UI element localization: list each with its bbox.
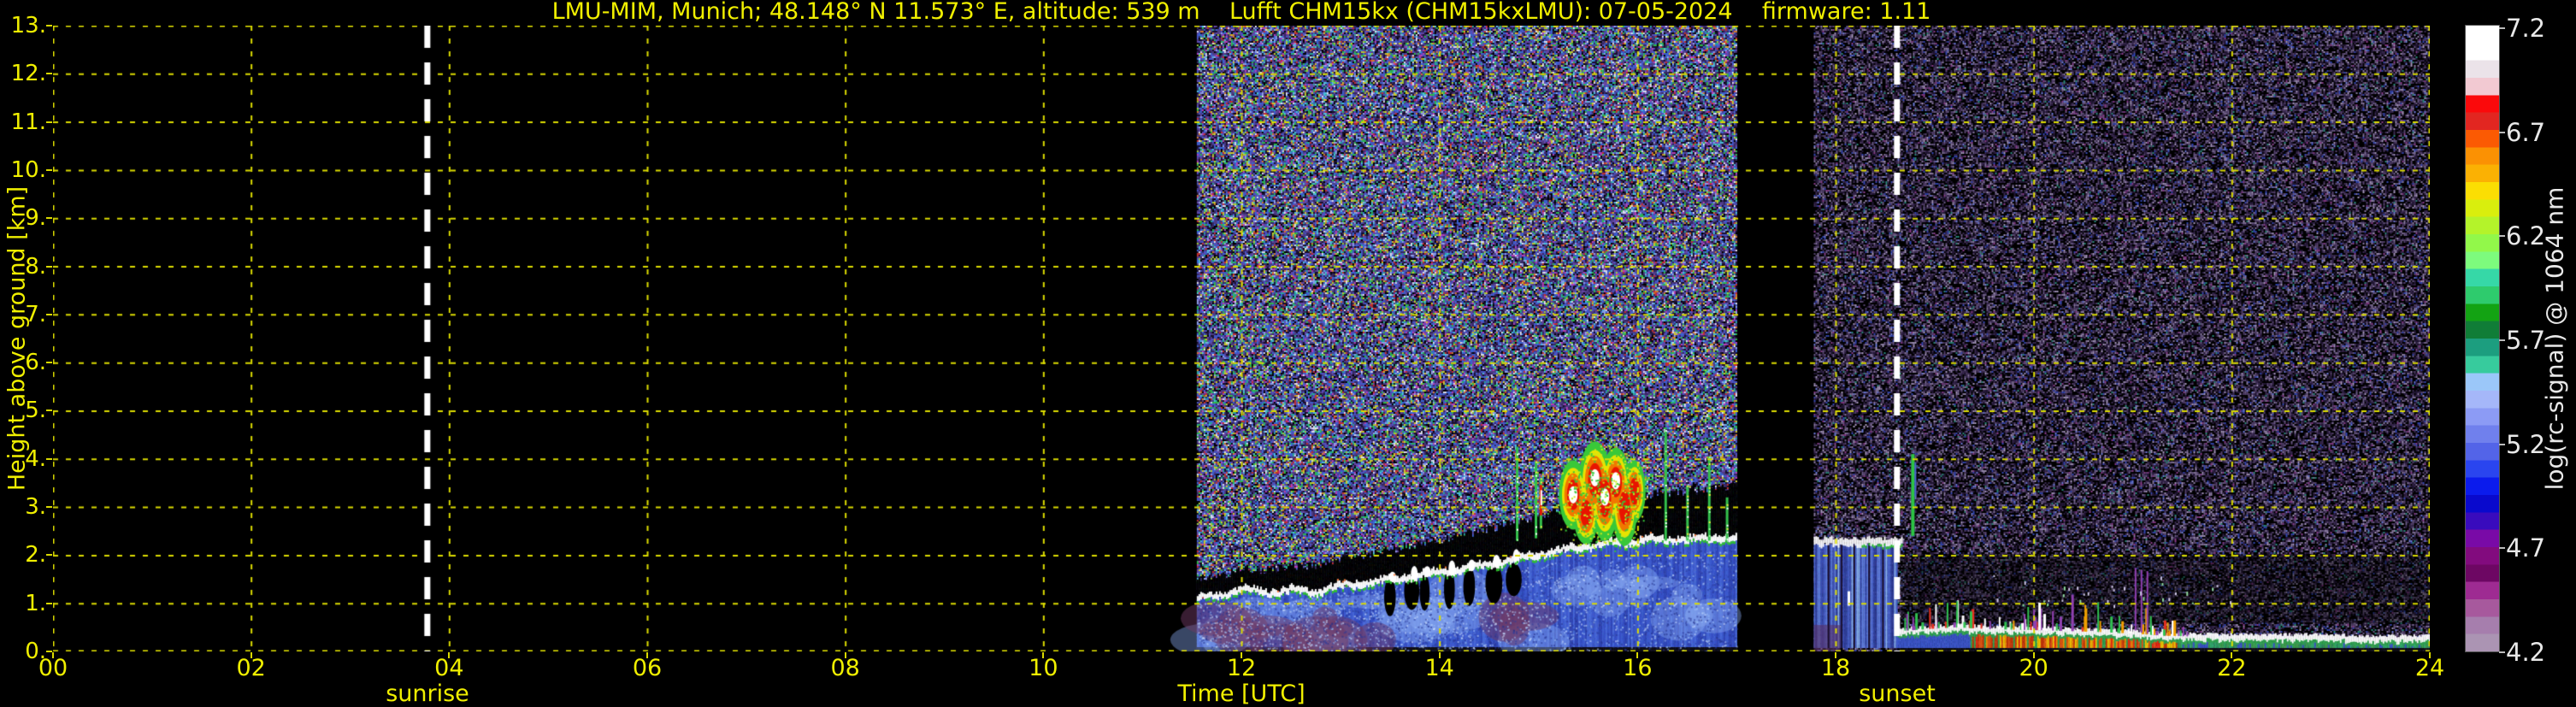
colorbar-tick-label: 6.2	[2506, 221, 2546, 251]
sunrise-label: sunrise	[386, 680, 469, 707]
y-tick-mark	[46, 457, 52, 460]
y-tick-mark	[46, 362, 52, 364]
y-tick-label: 8.	[25, 253, 46, 280]
y-tick-mark	[46, 25, 52, 27]
colorbar-tick-label: 5.7	[2506, 326, 2546, 355]
y-tick-label: 0.	[25, 639, 46, 664]
y-tick-mark	[46, 409, 52, 412]
x-tick-label: 08	[830, 655, 860, 681]
colorbar-tick-mark	[2499, 235, 2505, 238]
x-tick-mark	[1636, 652, 1639, 658]
colorbar-tick-label: 7.2	[2506, 14, 2546, 43]
y-tick-label: 12.	[10, 61, 46, 87]
colorbar-tick-mark	[2499, 27, 2505, 29]
x-tick-label: 14	[1424, 655, 1454, 681]
colorbar-tick-label: 4.7	[2506, 533, 2546, 563]
x-tick-mark	[1042, 652, 1045, 658]
x-tick-label: 18	[1820, 655, 1851, 681]
x-axis-title: Time [UTC]	[1177, 680, 1306, 707]
x-tick-label: 16	[1623, 655, 1653, 681]
plot-title: LMU-MIM, Munich; 48.148° N 11.573° E, al…	[551, 0, 1931, 25]
y-tick-label: 9.	[25, 205, 46, 232]
y-tick-mark	[46, 506, 52, 509]
colorbar-tick-mark	[2499, 547, 2505, 550]
x-tick-mark	[448, 652, 451, 658]
x-tick-mark	[844, 652, 846, 658]
x-tick-label: 20	[2019, 655, 2048, 681]
x-tick-mark	[2231, 652, 2233, 658]
y-tick-label: 11.	[10, 109, 46, 135]
x-tick-label: 12	[1226, 655, 1257, 681]
lidar-heatmap-canvas	[53, 26, 2430, 651]
x-tick-label: 22	[2217, 655, 2247, 681]
y-tick-label: 3.	[25, 494, 46, 521]
colorbar-tick-mark	[2499, 131, 2505, 133]
y-tick-label: 6.	[25, 350, 46, 376]
x-tick-label: 04	[434, 655, 464, 681]
x-tick-mark	[2032, 652, 2035, 658]
y-tick-mark	[46, 651, 52, 652]
x-tick-label: 00	[38, 655, 68, 681]
x-tick-label: 10	[1029, 655, 1058, 681]
colorbar-title: log(rc-signal) @ 1064 nm	[2540, 186, 2569, 491]
x-tick-mark	[2429, 652, 2431, 658]
y-tick-mark	[46, 602, 52, 604]
y-tick-label: 5.	[25, 398, 46, 424]
colorbar-tick-mark	[2499, 339, 2505, 341]
colorbar	[2465, 25, 2500, 652]
x-tick-mark	[646, 652, 648, 658]
y-tick-mark	[46, 265, 52, 268]
y-tick-label: 4.	[25, 445, 46, 472]
x-tick-mark	[250, 652, 252, 658]
y-tick-mark	[46, 168, 52, 171]
x-tick-mark	[1438, 652, 1441, 658]
colorbar-tick-mark	[2499, 443, 2505, 445]
y-tick-mark	[46, 313, 52, 315]
colorbar-tick-label: 4.2	[2506, 638, 2546, 667]
x-tick-mark	[52, 652, 54, 658]
x-tick-label: 02	[236, 655, 266, 681]
sunset-label: sunset	[1859, 680, 1936, 707]
y-tick-label: 13.	[10, 13, 46, 38]
x-tick-mark	[1241, 652, 1242, 658]
colorbar-tick-label: 6.7	[2506, 117, 2546, 147]
y-tick-label: 2.	[25, 542, 46, 569]
colorbar-tick-label: 5.2	[2506, 429, 2546, 459]
colorbar-tick-mark	[2499, 651, 2505, 653]
x-tick-mark	[1835, 652, 1836, 658]
y-tick-label: 10.	[10, 156, 46, 183]
y-tick-mark	[46, 217, 52, 220]
x-tick-label: 24	[2414, 655, 2445, 681]
y-tick-mark	[46, 121, 52, 123]
y-tick-label: 1.	[25, 590, 46, 616]
y-tick-label: 7.	[25, 301, 46, 327]
y-tick-mark	[46, 554, 52, 557]
x-tick-label: 06	[632, 655, 663, 681]
y-tick-mark	[46, 73, 52, 75]
